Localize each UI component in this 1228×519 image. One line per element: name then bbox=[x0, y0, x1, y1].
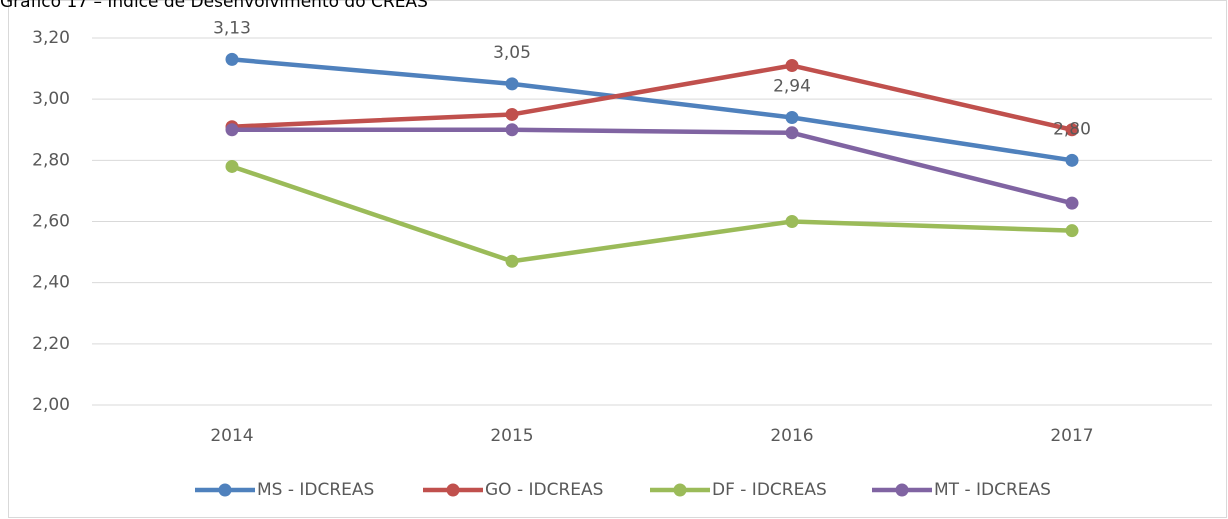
legend-label: MS - IDCREAS bbox=[257, 480, 374, 500]
data-label: 3,13 bbox=[213, 18, 251, 38]
legend-marker bbox=[218, 483, 232, 497]
point bbox=[505, 77, 519, 91]
point bbox=[225, 52, 239, 66]
chart-border bbox=[8, 0, 1227, 518]
y-tick-label: 2,40 bbox=[32, 273, 70, 293]
point bbox=[1065, 123, 1079, 137]
point bbox=[225, 159, 239, 173]
series-line bbox=[231, 164, 1073, 264]
legend-label: GO - IDCREAS bbox=[485, 480, 603, 500]
point bbox=[1065, 224, 1079, 238]
legend-marker bbox=[673, 483, 687, 497]
y-tick-label: 2,20 bbox=[32, 334, 70, 354]
point bbox=[785, 59, 799, 73]
series-line bbox=[231, 57, 1073, 163]
y-tick-label: 3,00 bbox=[32, 89, 70, 109]
chart-title: Gráfico 17 – Índice de Desenvolvimento d… bbox=[0, 0, 428, 12]
legend-label: MT - IDCREAS bbox=[934, 480, 1051, 500]
point bbox=[785, 126, 799, 140]
data-label: 3,05 bbox=[493, 43, 531, 63]
x-tick-label: 2014 bbox=[210, 426, 253, 446]
point bbox=[785, 215, 799, 228]
data-label: 2,80 bbox=[1053, 119, 1091, 139]
y-tick-label: 3,20 bbox=[32, 28, 70, 48]
point bbox=[1065, 196, 1079, 210]
point bbox=[505, 123, 519, 137]
point bbox=[505, 107, 519, 121]
y-tick-label: 2,00 bbox=[32, 395, 70, 415]
series-line bbox=[231, 63, 1073, 132]
legend-label: DF - IDCREAS bbox=[712, 480, 827, 500]
x-tick-label: 2015 bbox=[490, 426, 533, 446]
legend-marker bbox=[895, 483, 909, 497]
x-tick-label: 2016 bbox=[770, 426, 813, 446]
y-tick-label: 2,80 bbox=[32, 150, 70, 170]
y-tick-label: 2,60 bbox=[32, 212, 70, 232]
point bbox=[225, 123, 239, 137]
series-line bbox=[232, 127, 1073, 206]
legend-marker bbox=[446, 483, 460, 497]
point bbox=[785, 111, 799, 125]
data-label: 2,94 bbox=[773, 77, 811, 97]
point bbox=[1065, 153, 1079, 167]
point bbox=[505, 254, 519, 268]
x-tick-label: 2017 bbox=[1050, 426, 1093, 446]
